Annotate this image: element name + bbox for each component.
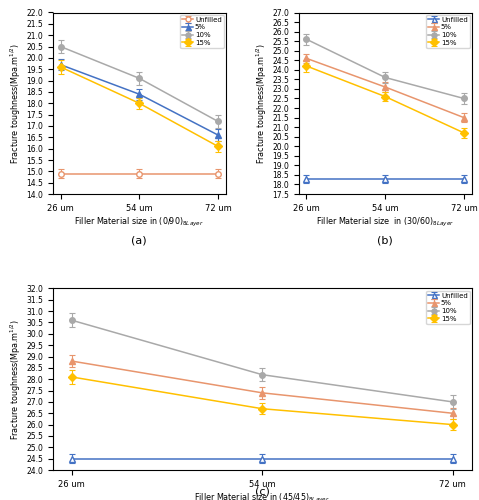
Title: (c): (c) [255,486,270,496]
Y-axis label: Fracture toughness(Mpa.m$^{1/2}$): Fracture toughness(Mpa.m$^{1/2}$) [9,42,23,164]
Legend: Unfilled, 5%, 10%, 15%: Unfilled, 5%, 10%, 15% [426,290,470,324]
X-axis label: Filler Material size  in (30/60)$_{8 Layer}$: Filler Material size in (30/60)$_{8 Laye… [316,216,455,228]
Y-axis label: Fracture toughness(Mpa.m$^{1/2}$): Fracture toughness(Mpa.m$^{1/2}$) [255,42,269,164]
X-axis label: Filler Material size in (0/90)$_{8 Layer}$: Filler Material size in (0/90)$_{8 Layer… [74,216,204,228]
X-axis label: Filler Material size in (45/45)$_{8 Layer}$: Filler Material size in (45/45)$_{8 Laye… [194,492,330,500]
Legend: Unfilled, 5%, 10%, 15%: Unfilled, 5%, 10%, 15% [181,14,224,48]
Legend: Unfilled, 5%, 10%, 15%: Unfilled, 5%, 10%, 15% [426,14,470,48]
Title: (b): (b) [377,236,393,246]
Y-axis label: Fracture toughness(Mpa.m$^{1/2}$): Fracture toughness(Mpa.m$^{1/2}$) [9,318,23,440]
Title: (a): (a) [131,236,147,246]
